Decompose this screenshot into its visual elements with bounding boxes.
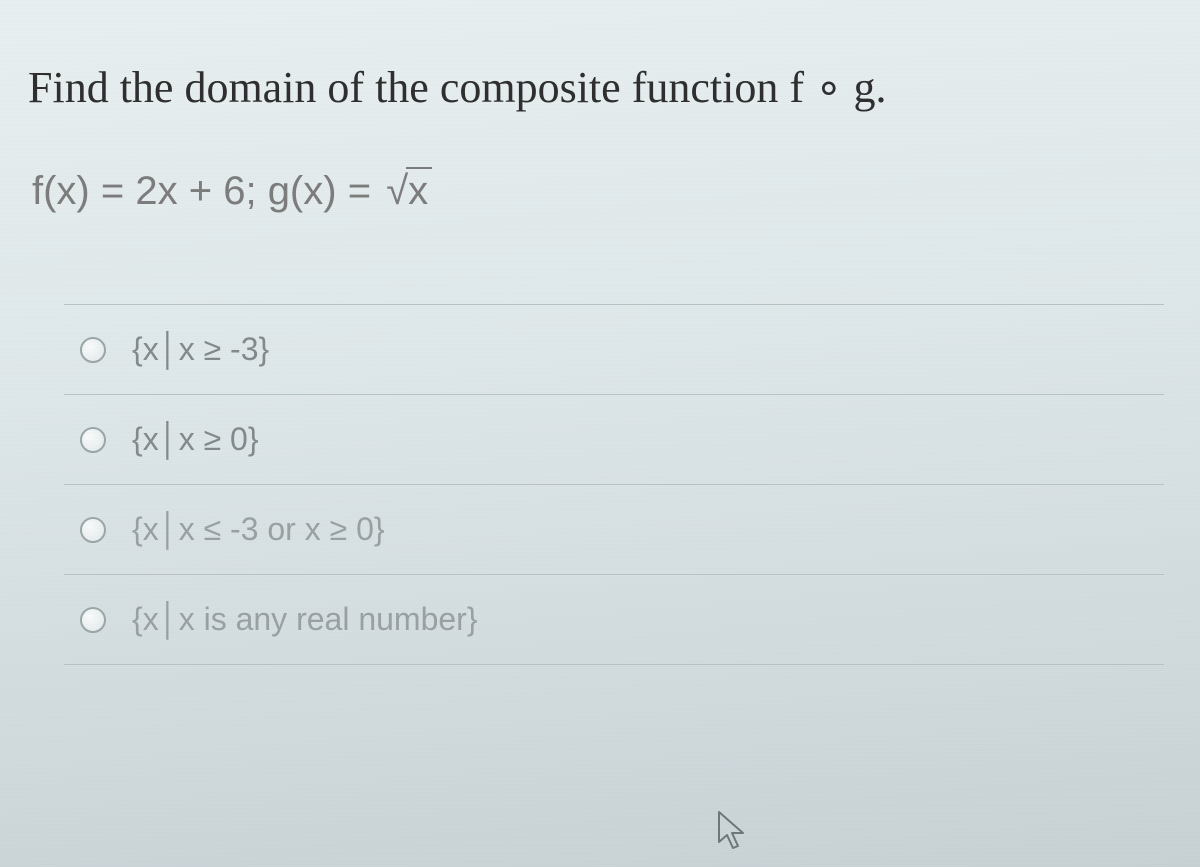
options-list: {x│x ≥ -3} {x│x ≥ 0} {x│x ≤ -3 or x ≥ 0}…: [64, 304, 1164, 665]
cursor-icon: [716, 810, 750, 854]
radio-button[interactable]: [80, 517, 106, 543]
g-lhs: g(x): [268, 169, 337, 213]
equals-sign-1: =: [101, 169, 135, 213]
option-label: {x│x ≥ 0}: [132, 421, 259, 458]
function-definitions: f(x) = 2x + 6; g(x) = x: [28, 169, 1172, 214]
radio-button[interactable]: [80, 427, 106, 453]
radio-button[interactable]: [80, 337, 106, 363]
sqrt-icon: x: [382, 169, 432, 214]
f-rhs: 2x + 6: [135, 169, 245, 213]
option-row-4[interactable]: {x│x is any real number}: [64, 575, 1164, 665]
question-container: Find the domain of the composite functio…: [0, 0, 1200, 665]
semicolon: ;: [245, 169, 267, 213]
option-row-1[interactable]: {x│x ≥ -3}: [64, 305, 1164, 395]
equals-sign-2: =: [348, 169, 382, 213]
question-prompt: Find the domain of the composite functio…: [28, 62, 1172, 113]
f-lhs: f(x): [32, 169, 90, 213]
g-radicand: x: [406, 167, 432, 213]
option-label: {x│x is any real number}: [132, 601, 478, 638]
option-label: {x│x ≥ -3}: [132, 331, 269, 368]
option-row-3[interactable]: {x│x ≤ -3 or x ≥ 0}: [64, 485, 1164, 575]
option-label: {x│x ≤ -3 or x ≥ 0}: [132, 511, 385, 548]
option-row-2[interactable]: {x│x ≥ 0}: [64, 395, 1164, 485]
radio-button[interactable]: [80, 607, 106, 633]
